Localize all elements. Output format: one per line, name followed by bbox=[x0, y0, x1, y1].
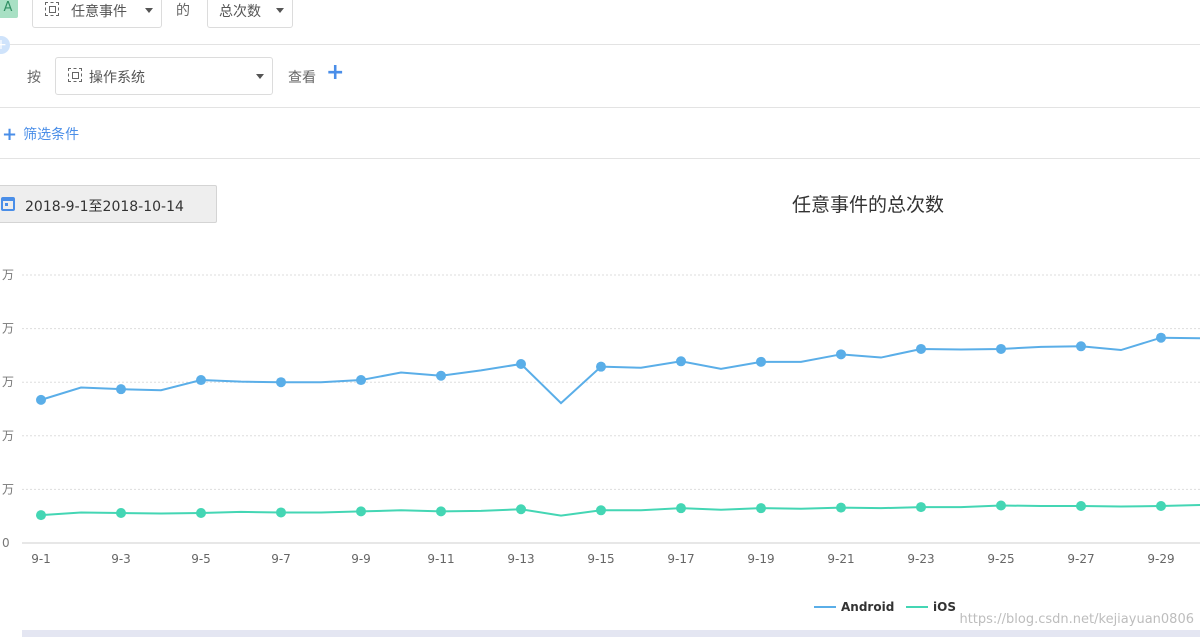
series-line bbox=[40, 503, 1200, 517]
date-range-picker[interactable]: 2018-9-1至2018-10-14 bbox=[0, 185, 217, 223]
filter-label: 筛选条件 bbox=[23, 127, 80, 143]
y-tick-label: 万 bbox=[2, 268, 14, 282]
connector-text: 的 bbox=[176, 3, 190, 19]
data-point bbox=[516, 504, 526, 515]
chevron-down-icon bbox=[256, 74, 264, 79]
y-tick-label: 0 bbox=[2, 536, 10, 550]
group-prefix: 按 bbox=[27, 70, 41, 86]
data-point bbox=[916, 343, 926, 354]
x-tick-label: 9-29 bbox=[1147, 552, 1174, 566]
x-tick-label: 9-9 bbox=[351, 552, 371, 566]
chart-series bbox=[36, 332, 1200, 521]
legend-label: Android bbox=[841, 600, 894, 614]
legend-label: iOS bbox=[933, 600, 956, 614]
data-point bbox=[996, 500, 1006, 511]
group-by-value: 操作系统 bbox=[89, 70, 145, 86]
date-range-text: 2018-9-1至2018-10-14 bbox=[25, 199, 184, 215]
chart-grid bbox=[22, 274, 1200, 544]
data-point bbox=[516, 358, 526, 369]
data-point bbox=[996, 343, 1006, 354]
y-tick-label: 万 bbox=[2, 482, 14, 496]
data-point bbox=[676, 503, 686, 514]
x-axis-labels: 9-1 9-3 9-5 9-7 9-9 9-11 9-13 9-15 9-17 9-19 9-21 9… bbox=[31, 552, 1174, 566]
series-badge: A bbox=[0, 0, 18, 18]
data-point bbox=[116, 507, 126, 518]
y-tick-label: 万 bbox=[2, 375, 14, 389]
series-line bbox=[40, 336, 1200, 405]
data-point bbox=[596, 505, 606, 516]
chart-title: 任意事件的总次数 bbox=[792, 194, 945, 216]
chart-legend: Android iOS bbox=[814, 600, 956, 614]
x-tick-label: 9-25 bbox=[987, 552, 1014, 566]
watermark: https://blog.csdn.net/kejiayuan0806 bbox=[959, 612, 1194, 627]
group-by-select[interactable]: 操作系统 bbox=[55, 57, 273, 95]
data-point bbox=[1156, 332, 1166, 343]
x-tick-label: 9-19 bbox=[747, 552, 774, 566]
event-icon bbox=[45, 2, 59, 16]
x-tick-label: 9-7 bbox=[271, 552, 291, 566]
y-tick-label: 万 bbox=[2, 429, 14, 443]
filter-row bbox=[0, 108, 1200, 159]
bottom-strip bbox=[22, 630, 1200, 637]
metric-select[interactable]: 总次数 bbox=[207, 0, 293, 28]
group-suffix: 查看 bbox=[288, 70, 316, 86]
data-point bbox=[756, 356, 766, 367]
group-icon bbox=[68, 68, 82, 82]
data-point bbox=[836, 502, 846, 513]
data-point bbox=[916, 502, 926, 513]
data-point bbox=[116, 384, 126, 395]
group-by-row: 按 操作系统 查看 + bbox=[0, 45, 1200, 108]
add-metric-icon[interactable]: + bbox=[0, 36, 10, 54]
x-tick-label: 9-21 bbox=[827, 552, 854, 566]
x-tick-label: 9-3 bbox=[111, 552, 131, 566]
x-tick-label: 9-11 bbox=[427, 552, 454, 566]
metric-row: A 任意事件 的 总次数 bbox=[0, 0, 1200, 45]
data-point bbox=[36, 394, 46, 405]
data-point bbox=[836, 349, 846, 360]
add-group-icon[interactable]: + bbox=[326, 60, 345, 85]
x-tick-label: 9-1 bbox=[31, 552, 51, 566]
y-tick-label: 万 bbox=[2, 322, 14, 336]
x-tick-label: 9-15 bbox=[587, 552, 614, 566]
add-filter-button[interactable]: + 筛选条件 bbox=[2, 124, 79, 145]
x-tick-label: 9-5 bbox=[191, 552, 211, 566]
x-tick-label: 9-17 bbox=[667, 552, 694, 566]
metric-select-value: 总次数 bbox=[219, 4, 261, 20]
data-point bbox=[196, 507, 206, 518]
data-point bbox=[436, 506, 446, 517]
x-tick-label: 9-23 bbox=[907, 552, 934, 566]
plus-icon: + bbox=[2, 124, 18, 145]
data-point bbox=[756, 503, 766, 514]
chevron-down-icon bbox=[145, 8, 153, 13]
x-tick-label: 9-13 bbox=[507, 552, 534, 566]
data-point bbox=[196, 375, 206, 386]
event-select[interactable]: 任意事件 bbox=[32, 0, 162, 28]
event-select-value: 任意事件 bbox=[71, 4, 127, 20]
data-point bbox=[1156, 501, 1166, 512]
data-point bbox=[276, 377, 286, 388]
data-point bbox=[596, 361, 606, 372]
data-point bbox=[676, 356, 686, 367]
data-point bbox=[1076, 341, 1086, 352]
data-point bbox=[276, 507, 286, 518]
data-point bbox=[356, 375, 366, 386]
data-point bbox=[356, 506, 366, 517]
chevron-down-icon bbox=[276, 8, 284, 13]
x-tick-label: 9-27 bbox=[1067, 552, 1094, 566]
data-point bbox=[436, 370, 446, 381]
data-point bbox=[1076, 501, 1086, 512]
calendar-icon bbox=[1, 197, 15, 211]
data-point bbox=[36, 510, 46, 521]
